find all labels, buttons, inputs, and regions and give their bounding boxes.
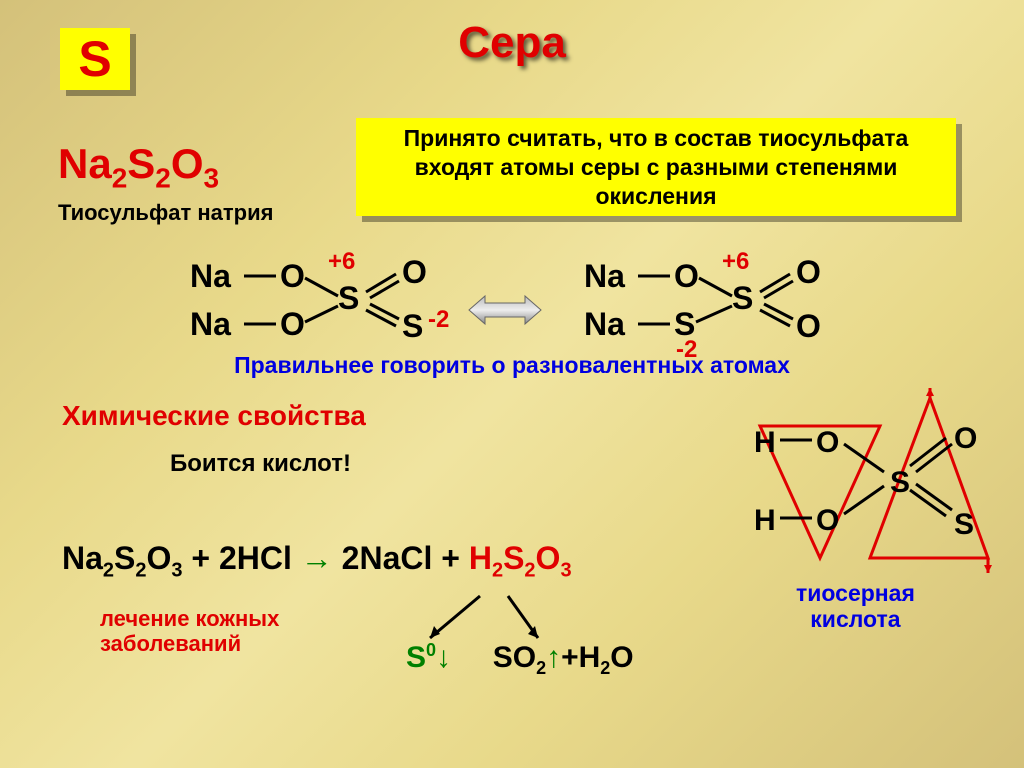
eq-lhs: Na2S2O3 + 2HCl bbox=[62, 540, 292, 576]
decomposition-products: S0↓ SO2↑+H2O bbox=[406, 640, 634, 679]
as-od: O bbox=[954, 422, 977, 456]
sl-na1: Na bbox=[190, 260, 231, 292]
sr-or: O bbox=[796, 256, 821, 288]
prod-h2o: +H2O bbox=[561, 641, 634, 674]
reaction-equation: Na2S2O3 + 2HCl → 2NaCl + H2S2O3 bbox=[62, 540, 572, 582]
sr-o1: O bbox=[674, 260, 699, 292]
sl-o1: O bbox=[280, 260, 305, 292]
sl-na2: Na bbox=[190, 308, 231, 340]
eq-rhs2: H2S2O3 bbox=[469, 540, 572, 576]
f-o: O bbox=[171, 140, 204, 187]
prod-down: ↓ bbox=[436, 641, 451, 674]
subnote-text: Правильнее говорить о разновалентных ато… bbox=[0, 352, 1024, 379]
eq-arrow: → bbox=[301, 540, 333, 576]
sl-sc: S bbox=[338, 282, 359, 314]
compound-formula: Na2S2O3 bbox=[58, 140, 219, 194]
acid-structure-diagram: H O H O S O S bbox=[750, 408, 990, 568]
f-2b: 2 bbox=[155, 162, 171, 193]
sl-ox6: +6 bbox=[328, 250, 355, 274]
double-arrow-icon bbox=[465, 290, 545, 335]
as-h1: H bbox=[754, 426, 776, 460]
as-st: S bbox=[954, 508, 974, 542]
f-2a: 2 bbox=[112, 162, 128, 193]
eq-rhs1: 2NaCl + bbox=[342, 540, 469, 576]
acid-label: тиосерная кислота bbox=[796, 580, 915, 633]
as-o2: O bbox=[816, 504, 839, 538]
sl-or: O bbox=[402, 256, 427, 288]
sl-oxm2: -2 bbox=[428, 308, 449, 332]
prod-s: S bbox=[406, 641, 426, 674]
prod-so2: SO2 bbox=[493, 641, 546, 674]
sr-sc: S bbox=[732, 282, 753, 314]
sr-na2: Na bbox=[584, 308, 625, 340]
sr-ox6: +6 bbox=[722, 250, 749, 274]
sl-sr: S bbox=[402, 310, 423, 342]
note-box: Принято считать, что в состав тиосульфат… bbox=[356, 118, 956, 216]
as-h2: H bbox=[754, 504, 776, 538]
as-o1: O bbox=[816, 426, 839, 460]
prod-up: ↑ bbox=[546, 641, 561, 674]
compound-name: Тиосульфат натрия bbox=[58, 200, 273, 226]
sr-or2: O bbox=[796, 310, 821, 342]
prod-s-ox: 0 bbox=[426, 640, 436, 660]
f-3: 3 bbox=[204, 162, 220, 193]
section-heading: Химические свойства bbox=[62, 400, 366, 432]
afraid-text: Боится кислот! bbox=[170, 450, 351, 478]
f-s: S bbox=[127, 140, 155, 187]
sr-na1: Na bbox=[584, 260, 625, 292]
f-na: Na bbox=[58, 140, 112, 187]
as-sc: S bbox=[890, 466, 910, 500]
slide-title: Сера bbox=[0, 18, 1024, 68]
treatment-note: лечение кожных заболеваний bbox=[100, 606, 279, 657]
sl-o2: O bbox=[280, 308, 305, 340]
